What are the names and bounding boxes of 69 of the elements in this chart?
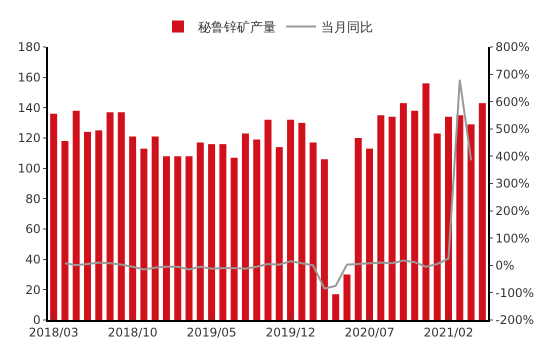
bar bbox=[422, 83, 430, 320]
bar bbox=[276, 147, 283, 320]
bar bbox=[242, 133, 249, 320]
y2-tick-label: 800% bbox=[495, 40, 530, 54]
y2-tick-label: -100% bbox=[495, 286, 534, 300]
y2-tick-label: 300% bbox=[495, 176, 530, 191]
bar bbox=[445, 116, 452, 320]
bar bbox=[468, 124, 475, 320]
bar bbox=[354, 138, 362, 320]
bar bbox=[219, 144, 226, 320]
bar bbox=[152, 136, 159, 320]
bar bbox=[174, 156, 182, 320]
bar bbox=[287, 120, 294, 320]
x-tick-label: 2020/07 bbox=[344, 325, 394, 340]
bar bbox=[343, 274, 350, 320]
y2-tick-label: 400% bbox=[495, 149, 530, 164]
bar bbox=[264, 120, 272, 320]
x-tick-label: 2019/12 bbox=[266, 325, 316, 340]
bar bbox=[95, 130, 102, 320]
y-tick-label: 140 bbox=[18, 100, 41, 115]
bar bbox=[118, 112, 125, 320]
y2-tick-label: 0% bbox=[495, 258, 514, 273]
y2-tick-label: 100% bbox=[495, 231, 530, 246]
bar bbox=[129, 136, 136, 320]
y-tick-label: 80 bbox=[25, 192, 41, 206]
bar bbox=[400, 103, 407, 320]
bar bbox=[366, 148, 374, 320]
bar bbox=[196, 142, 204, 320]
x-tick-label: 2019/05 bbox=[186, 325, 237, 340]
bar bbox=[72, 110, 80, 320]
bar bbox=[377, 115, 384, 320]
bar bbox=[411, 110, 418, 320]
legend-label: 当月同比 bbox=[321, 20, 373, 36]
bar bbox=[253, 140, 260, 320]
y-tick-label: 100 bbox=[18, 162, 41, 176]
y2-tick-label: 600% bbox=[495, 94, 530, 109]
bar bbox=[208, 144, 216, 320]
bar bbox=[388, 116, 396, 320]
y2-tick-label: 200% bbox=[495, 204, 530, 218]
bar bbox=[332, 294, 340, 320]
y-tick-label: 60 bbox=[25, 222, 41, 236]
y2-tick-label: 700% bbox=[495, 68, 530, 82]
y2-tick-label: -200% bbox=[495, 313, 534, 328]
bar bbox=[162, 156, 170, 320]
y-tick-label: 20 bbox=[25, 282, 41, 297]
bar bbox=[50, 114, 58, 320]
x-tick-label: 2021/02 bbox=[424, 325, 474, 340]
bar bbox=[106, 112, 114, 320]
y-tick-label: 120 bbox=[18, 131, 41, 146]
bar bbox=[186, 156, 193, 320]
bar bbox=[84, 132, 91, 320]
y-tick-label: 160 bbox=[18, 70, 41, 85]
x-tick-label: 2018/03 bbox=[28, 325, 79, 340]
line-series bbox=[64, 78, 472, 290]
bar bbox=[310, 142, 317, 320]
bar bbox=[230, 158, 238, 320]
bar bbox=[320, 159, 328, 320]
y-tick-label: 180 bbox=[18, 40, 41, 54]
bar bbox=[61, 141, 68, 320]
bar bbox=[478, 103, 486, 320]
y-tick-label: 0 bbox=[32, 313, 41, 328]
bar bbox=[456, 115, 464, 320]
bar bbox=[298, 122, 306, 320]
legend-label: 秘鲁锌矿产量 bbox=[198, 20, 276, 36]
bar bbox=[434, 133, 441, 320]
y2-tick-label: 500% bbox=[495, 122, 530, 136]
bar bbox=[140, 148, 148, 320]
y-tick-label: 40 bbox=[25, 252, 41, 267]
x-tick-label: 2018/10 bbox=[108, 325, 158, 340]
